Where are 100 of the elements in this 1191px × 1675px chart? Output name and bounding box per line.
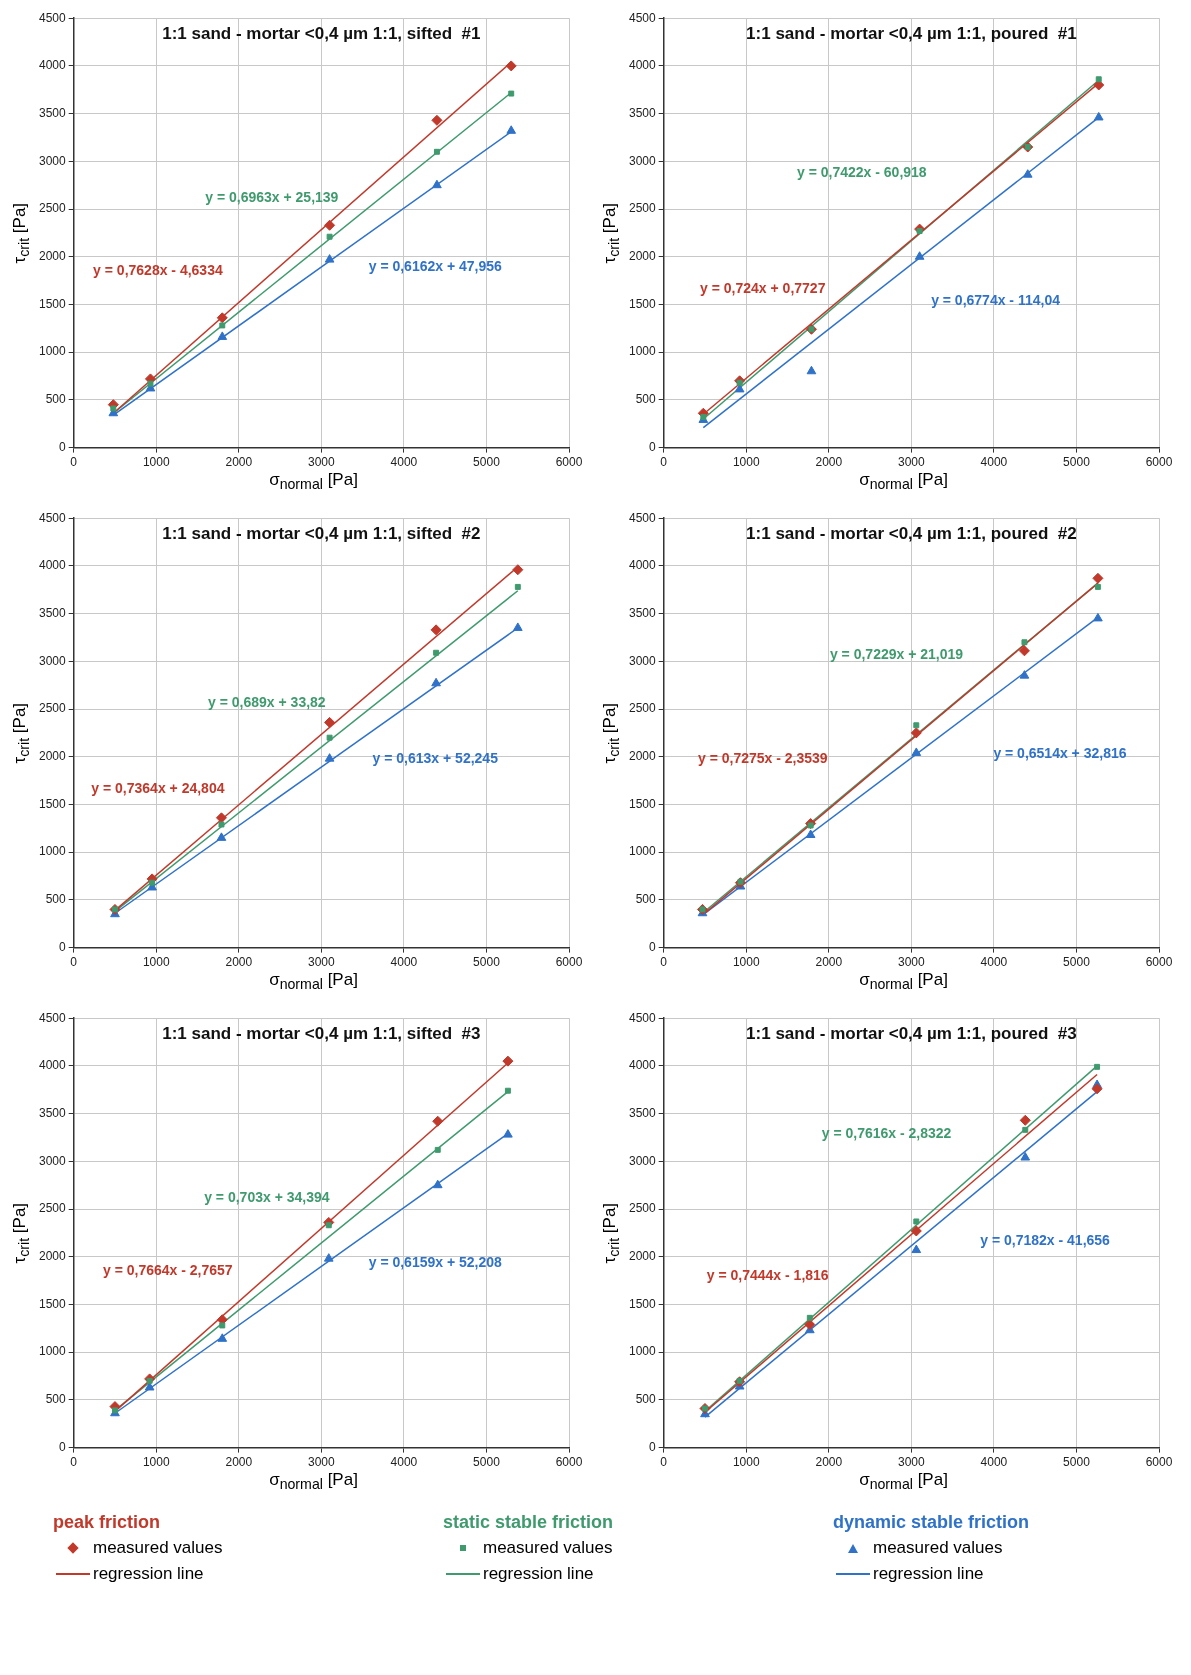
annotation: y = 0,613x + 52,245 <box>372 749 499 766</box>
x-tick-label: 1000 <box>142 955 170 970</box>
x-tick-label: 0 <box>70 1455 78 1470</box>
y-tick-label: 4500 <box>38 1010 67 1025</box>
x-tick-label: 3000 <box>898 1455 926 1470</box>
text: dynamic stable friction <box>833 1512 1031 1533</box>
x-tick-label: 4000 <box>390 455 418 470</box>
annotation: y = 0,7422x - 60,918 <box>797 163 927 180</box>
y-tick-label: 3000 <box>38 653 67 668</box>
y-tick-label: 3000 <box>38 153 67 168</box>
y-tick-label: 3500 <box>628 105 657 120</box>
x-tick-label: 6000 <box>1145 455 1173 470</box>
x-tick-label: 6000 <box>555 1455 583 1470</box>
y-tick-label: 1500 <box>628 1296 657 1311</box>
x-tick-label: 3000 <box>898 455 926 470</box>
y-tick-label: 2000 <box>38 749 67 764</box>
y-tick-label: 0 <box>649 939 657 954</box>
chart-title: 1:1 sand - mortar <0,4 µm 1:1, sifted #1 <box>162 24 481 44</box>
y-tick-label: 3000 <box>38 1153 67 1168</box>
text: measured values <box>872 1537 1004 1559</box>
x-axis-title: σ$_{normal}$ [Pa] <box>268 470 359 493</box>
y-tick-label: 3500 <box>38 105 67 120</box>
y-tick-label: 4000 <box>628 558 657 573</box>
y-tick-label: 2000 <box>628 249 657 264</box>
text: measured values <box>482 1537 614 1559</box>
y-tick-label: 500 <box>635 392 657 407</box>
chart-title: 1:1 sand - mortar <0,4 µm 1:1, sifted #3 <box>162 1024 481 1044</box>
x-tick-label: 2000 <box>815 955 843 970</box>
y-tick-label: 3500 <box>38 605 67 620</box>
annotation: y = 0,7182x - 41,656 <box>980 1232 1111 1249</box>
y-tick-label: 1500 <box>38 296 67 311</box>
x-tick-label: 4000 <box>390 955 418 970</box>
x-axis-title: σ$_{normal}$ [Pa] <box>858 970 949 993</box>
annotation: y = 0,7229x + 21,019 <box>829 646 964 663</box>
x-tick-label: 3000 <box>308 1455 336 1470</box>
annotation: y = 0,7628x - 4,6334 <box>93 262 223 279</box>
x-tick-label: 0 <box>70 455 78 470</box>
text: measured values <box>92 1537 224 1559</box>
y-tick-label: 4000 <box>38 558 67 573</box>
y-tick-label: 500 <box>45 892 67 907</box>
x-tick-label: 1000 <box>732 1455 760 1470</box>
x-tick-label: 3000 <box>308 455 336 470</box>
y-tick-label: 0 <box>59 439 67 454</box>
x-tick-label: 0 <box>660 955 668 970</box>
annotation: y = 0,7616x - 2,8322 <box>821 1125 952 1141</box>
y-tick-label: 2000 <box>38 1249 67 1264</box>
x-axis-title: σ$_{normal}$ [Pa] <box>268 1470 359 1493</box>
y-tick-label: 500 <box>45 1392 67 1407</box>
annotation: y = 0,6162x + 47,956 <box>368 258 503 275</box>
y-tick-label: 3000 <box>628 653 657 668</box>
y-tick-label: 0 <box>59 939 67 954</box>
y-tick-label: 1500 <box>628 796 657 811</box>
y-tick-label: 500 <box>635 1392 657 1407</box>
x-tick-label: 2000 <box>225 955 253 970</box>
text: regression line <box>482 1563 595 1585</box>
y-tick-label: 1000 <box>628 344 657 359</box>
y-tick-label: 3000 <box>628 1153 657 1168</box>
x-tick-label: 3000 <box>308 955 336 970</box>
y-tick-label: 4500 <box>628 1010 657 1025</box>
x-tick-label: 2000 <box>815 1455 843 1470</box>
x-tick-label: 1000 <box>142 1455 170 1470</box>
x-tick-label: 6000 <box>1145 955 1173 970</box>
y-tick-label: 0 <box>59 1439 67 1454</box>
x-tick-label: 6000 <box>1145 1455 1173 1470</box>
x-axis-title: σ$_{normal}$ [Pa] <box>858 1470 949 1493</box>
text: peak friction <box>53 1512 162 1533</box>
chart-title: 1:1 sand - mortar <0,4 µm 1:1, poured #2 <box>746 524 1077 544</box>
x-tick-label: 1000 <box>732 955 760 970</box>
y-tick-label: 4000 <box>38 58 67 73</box>
y-tick-label: 1000 <box>628 1344 657 1359</box>
x-tick-label: 6000 <box>555 455 583 470</box>
x-tick-label: 4000 <box>980 455 1008 470</box>
y-tick-label: 1500 <box>38 1296 67 1311</box>
x-tick-label: 4000 <box>980 1455 1008 1470</box>
annotation: y = 0,689x + 33,82 <box>208 693 326 710</box>
x-tick-label: 0 <box>70 955 78 970</box>
x-tick-label: 5000 <box>473 1455 501 1470</box>
y-tick-label: 2500 <box>628 701 657 716</box>
y-tick-label: 3500 <box>38 1105 67 1120</box>
annotation: y = 0,7664x - 2,7657 <box>103 1262 233 1279</box>
x-tick-label: 1000 <box>732 455 760 470</box>
x-tick-label: 5000 <box>473 955 501 970</box>
x-tick-label: 5000 <box>1063 955 1091 970</box>
y-tick-label: 4500 <box>628 510 657 525</box>
x-tick-label: 2000 <box>225 1455 253 1470</box>
y-tick-label: 2500 <box>38 701 67 716</box>
y-tick-label: 1500 <box>628 296 657 311</box>
y-tick-label: 4500 <box>628 10 657 25</box>
x-tick-label: 0 <box>660 455 668 470</box>
y-tick-label: 3500 <box>628 1105 657 1120</box>
text: regression line <box>872 1563 985 1585</box>
annotation: y = 0,7444x - 1,816 <box>706 1266 829 1283</box>
x-tick-label: 4000 <box>980 955 1008 970</box>
chart-title: 1:1 sand - mortar <0,4 µm 1:1, poured #1 <box>746 24 1077 44</box>
y-tick-label: 2500 <box>628 201 657 216</box>
text: static stable friction <box>443 1512 615 1533</box>
y-tick-label: 4000 <box>628 58 657 73</box>
x-tick-label: 5000 <box>1063 1455 1091 1470</box>
y-tick-label: 2500 <box>38 201 67 216</box>
annotation: y = 0,703x + 34,394 <box>204 1189 330 1206</box>
